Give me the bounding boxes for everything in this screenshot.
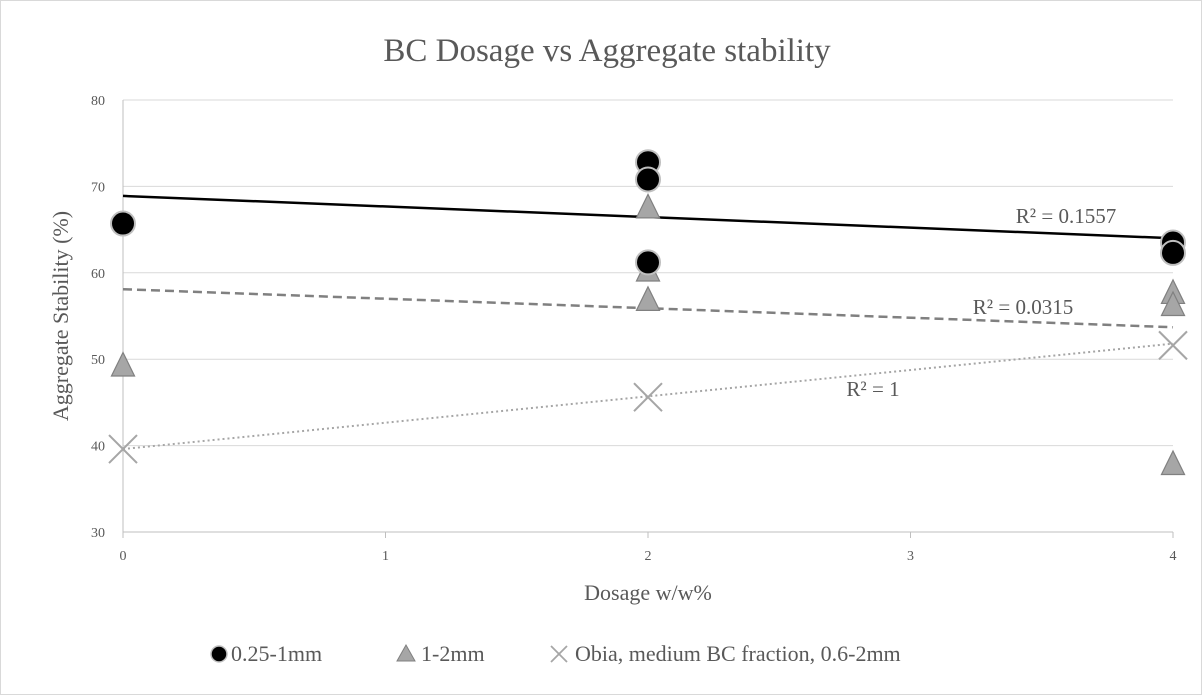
legend-x-icon — [550, 645, 568, 663]
legend-item-1: 0.25-1mm — [210, 641, 322, 666]
axes: 30 40 50 60 70 80 0 1 2 3 4 — [91, 94, 1177, 564]
data-point-circle — [110, 210, 136, 237]
y-tick-label: 50 — [91, 353, 105, 368]
data-point-circle — [635, 166, 661, 193]
trendlines — [122, 194, 1174, 451]
legend-label: Obia, medium BC fraction, 0.6-2mm — [575, 641, 901, 666]
data-point-x — [633, 382, 663, 412]
data-point-triangle — [635, 192, 661, 219]
x-axis-title: Dosage w/w% — [584, 580, 712, 605]
data-point-triangle — [1160, 449, 1186, 476]
legend-item-2: 1-2mm — [396, 641, 485, 666]
y-tick-label: 80 — [91, 94, 105, 109]
legend-label: 0.25-1mm — [231, 641, 322, 666]
r2-label-series-2: R² = 0.0315 — [973, 295, 1073, 319]
data-point-triangle — [635, 285, 661, 311]
data-point-x — [108, 434, 138, 464]
x-tick-label: 0 — [120, 549, 127, 564]
y-tick-label: 60 — [91, 267, 105, 282]
y-tick-label: 30 — [91, 526, 105, 541]
x-tick-label: 1 — [382, 549, 389, 564]
trendline-series-3 — [122, 342, 1174, 451]
x-tick-label: 2 — [645, 549, 652, 564]
legend-item-3: Obia, medium BC fraction, 0.6-2mm — [550, 641, 901, 666]
x-tick-label: 3 — [907, 549, 914, 564]
legend-label: 1-2mm — [421, 641, 485, 666]
data-point-x — [1158, 330, 1188, 361]
data-points — [108, 149, 1188, 476]
r2-label-series-1: R² = 0.1557 — [1016, 204, 1116, 228]
r2-labels: R² = 0.1557 R² = 0.0315 R² = 1 — [846, 204, 1116, 401]
y-tick-label: 40 — [91, 440, 105, 455]
data-point-circle — [635, 249, 661, 276]
legend: 0.25-1mm 1-2mm Obia, medium BC fraction, 0… — [210, 641, 901, 666]
x-tick-label: 4 — [1170, 549, 1177, 564]
legend-circle-icon — [210, 645, 228, 663]
y-tick-label: 70 — [91, 180, 105, 195]
r2-label-series-3: R² = 1 — [846, 377, 899, 401]
chart-title: BC Dosage vs Aggregate stability — [383, 33, 831, 69]
data-point-triangle — [110, 351, 136, 377]
legend-triangle-icon — [396, 643, 416, 662]
data-point-circle — [1160, 239, 1186, 266]
data-point-triangle — [1160, 290, 1186, 317]
y-axis-title: Aggregate Stability (%) — [48, 211, 73, 421]
